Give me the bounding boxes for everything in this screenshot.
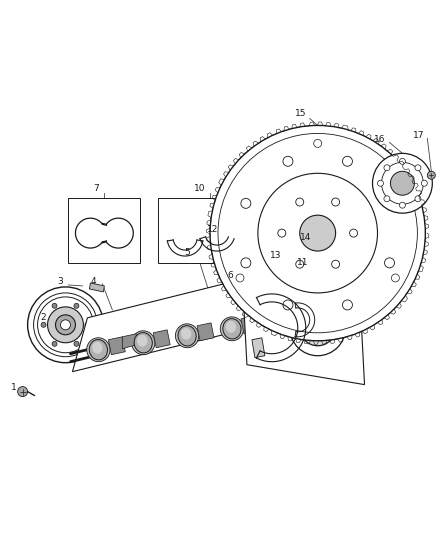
Polygon shape [108,337,125,355]
Circle shape [332,260,339,268]
Circle shape [258,173,378,293]
Ellipse shape [220,317,244,341]
Ellipse shape [266,313,283,332]
Polygon shape [72,255,339,372]
Circle shape [60,320,71,330]
Circle shape [415,196,421,202]
Polygon shape [252,300,265,320]
Circle shape [52,341,57,346]
Text: 11: 11 [297,257,308,266]
Circle shape [41,322,46,327]
Circle shape [241,198,251,208]
Circle shape [381,163,424,204]
Text: 6: 6 [227,271,233,280]
Circle shape [385,198,395,208]
Circle shape [332,198,339,206]
Circle shape [384,196,390,202]
Circle shape [385,258,395,268]
Circle shape [52,303,57,308]
Ellipse shape [87,338,110,362]
Circle shape [350,229,357,237]
Polygon shape [256,294,306,362]
Ellipse shape [137,335,148,347]
Ellipse shape [181,328,191,340]
Polygon shape [241,316,258,334]
Text: 10: 10 [194,184,206,193]
Circle shape [308,318,328,338]
Circle shape [378,180,384,186]
Ellipse shape [223,319,241,339]
Circle shape [427,171,435,179]
Circle shape [210,125,425,341]
Circle shape [28,287,103,362]
Circle shape [325,308,335,318]
Circle shape [314,140,321,148]
Ellipse shape [89,340,107,360]
Text: 17: 17 [413,131,424,140]
Text: 1: 1 [11,383,17,392]
Circle shape [300,310,336,346]
Circle shape [74,341,79,346]
Circle shape [283,156,293,166]
Text: 15: 15 [295,109,307,118]
Text: 3: 3 [58,278,64,286]
Circle shape [290,300,346,356]
Polygon shape [153,330,170,348]
Text: 5: 5 [184,247,190,256]
Ellipse shape [178,326,196,346]
Circle shape [399,158,406,164]
Ellipse shape [176,324,199,348]
Polygon shape [158,198,236,263]
Circle shape [283,300,293,310]
Circle shape [390,171,414,195]
Circle shape [421,180,427,186]
Text: 14: 14 [300,232,311,241]
Circle shape [38,297,93,353]
Circle shape [56,315,75,335]
Circle shape [74,303,79,308]
Circle shape [300,215,336,251]
Ellipse shape [134,333,152,353]
Text: 16: 16 [374,135,385,144]
Circle shape [415,165,421,171]
Circle shape [399,202,406,208]
Circle shape [372,154,432,213]
Circle shape [304,308,320,324]
Circle shape [48,307,83,343]
Circle shape [384,165,390,171]
Circle shape [353,306,361,314]
Circle shape [343,156,353,166]
Polygon shape [197,323,214,341]
Text: 12: 12 [207,224,219,233]
Ellipse shape [264,312,286,334]
Circle shape [392,274,399,282]
Text: 4: 4 [91,278,96,286]
Polygon shape [68,198,140,263]
Circle shape [85,322,90,327]
Ellipse shape [226,321,236,333]
Circle shape [278,229,286,237]
Circle shape [218,133,417,333]
Ellipse shape [269,316,279,326]
Circle shape [307,311,317,321]
Circle shape [296,198,304,206]
Ellipse shape [131,331,155,355]
Circle shape [236,274,244,282]
Text: 7: 7 [94,184,99,193]
Circle shape [296,260,304,268]
Text: 13: 13 [270,251,282,260]
Ellipse shape [92,342,102,354]
Polygon shape [252,338,265,358]
Circle shape [34,293,97,357]
Circle shape [241,258,251,268]
Polygon shape [242,270,364,385]
Circle shape [18,386,28,397]
Text: 2: 2 [41,313,46,322]
Polygon shape [122,334,136,349]
Polygon shape [89,283,104,292]
Circle shape [343,300,353,310]
